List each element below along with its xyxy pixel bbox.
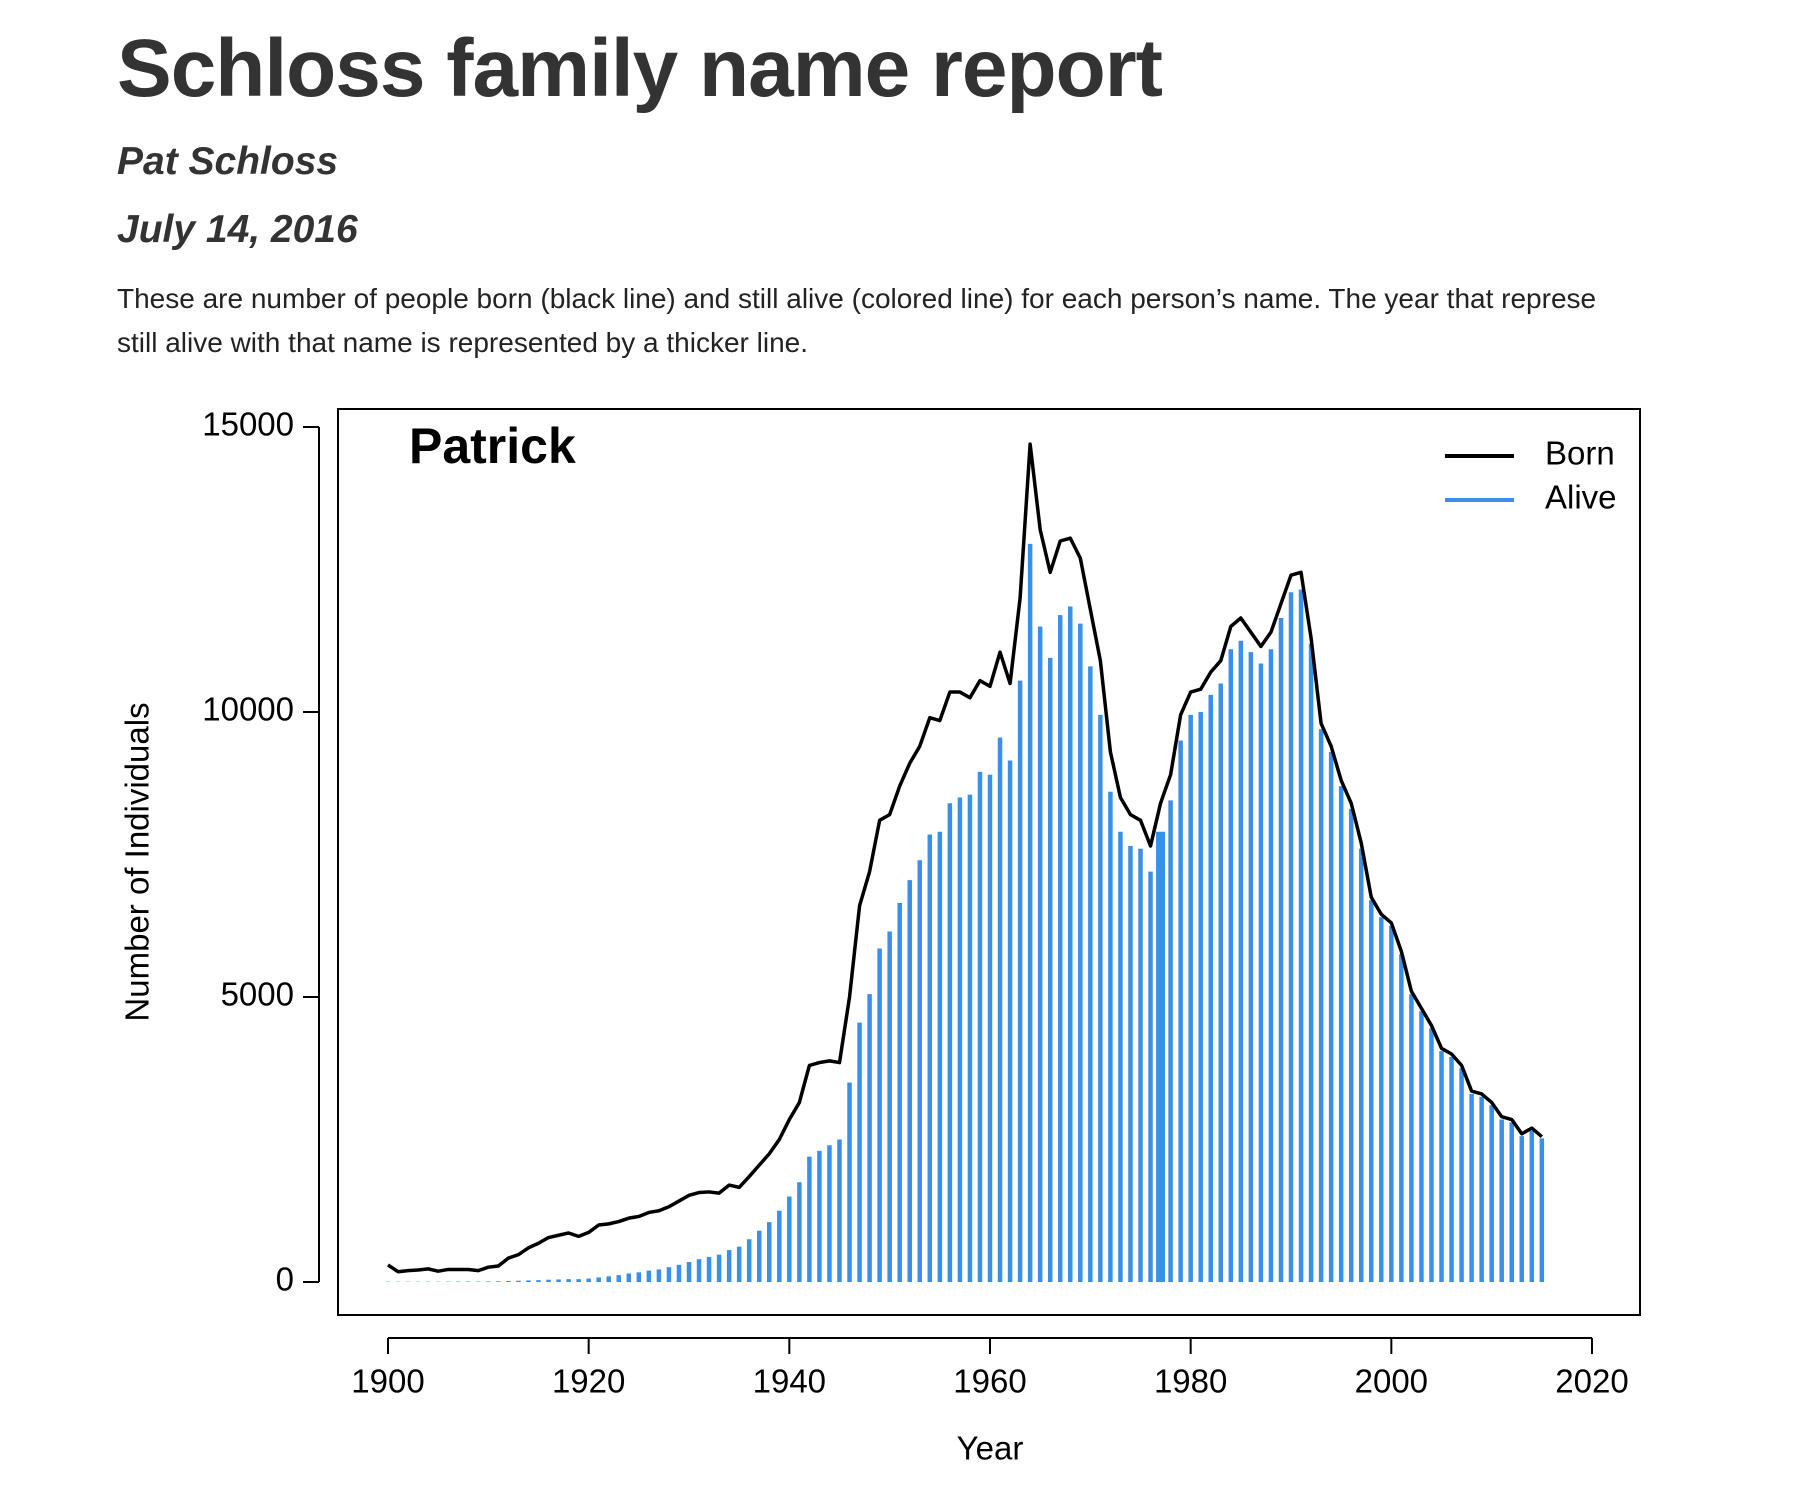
report-title: Schloss family name report: [117, 23, 1163, 114]
x-tick-label: 1960: [953, 1363, 1026, 1400]
date: July 14, 2016: [117, 208, 358, 251]
chart-title: Patrick: [409, 418, 576, 474]
y-axis-label: Number of Individuals: [119, 702, 156, 1021]
x-axis-label: Year: [957, 1430, 1024, 1467]
paragraph-line: These are number of people born (black l…: [117, 283, 1597, 314]
x-tick-label: 1940: [753, 1363, 826, 1400]
plot-box: [337, 408, 1641, 1316]
x-tick-label: 2000: [1355, 1363, 1428, 1400]
legend-label: Born: [1545, 435, 1615, 472]
y-tick-label: 5000: [221, 976, 294, 1013]
y-tick-label: 15000: [202, 406, 294, 443]
paragraph-line: still alive with that name is represente…: [117, 327, 808, 358]
author: Pat Schloss: [117, 140, 339, 183]
x-tick-label: 1920: [552, 1363, 625, 1400]
x-tick-label: 1900: [351, 1363, 424, 1400]
y-tick-label: 10000: [202, 691, 294, 728]
x-tick-label: 1980: [1154, 1363, 1227, 1400]
born-line: [387, 442, 1543, 1274]
legend-label: Alive: [1545, 479, 1617, 516]
x-tick-label: 2020: [1555, 1363, 1628, 1400]
y-tick-label: 0: [276, 1261, 294, 1298]
